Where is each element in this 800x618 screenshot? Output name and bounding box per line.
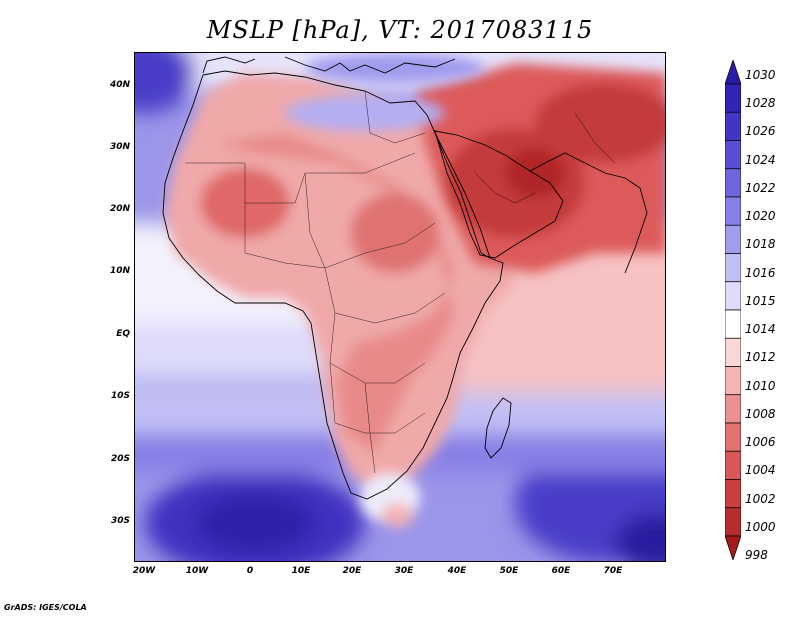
- colorbar-cell: [725, 479, 741, 509]
- colorbar-label: 1015: [745, 293, 776, 308]
- lat-label-eq: EQ: [116, 329, 130, 339]
- colorbar-cell: [725, 83, 741, 113]
- colorbar-label: 1024: [745, 152, 776, 167]
- south-africa-field: [360, 473, 420, 527]
- colorbar-cell: [725, 224, 741, 254]
- lat-label-30n: 30N: [109, 142, 130, 152]
- map-title: MSLP [hPa], VT: 2017083115: [206, 16, 594, 44]
- colorbar-label: 1014: [745, 322, 776, 337]
- colorbar-cell: [725, 196, 741, 226]
- arabia-coast: [434, 130, 564, 259]
- colorbar-label: 1008: [745, 406, 776, 421]
- africa-coast: [162, 70, 504, 500]
- colorbar-cell: [725, 253, 741, 283]
- colorbar-cell: [725, 140, 741, 170]
- lat-label-20s: 20S: [110, 454, 130, 464]
- colorbar-cell: [725, 281, 741, 311]
- colorbar-cell: [725, 111, 741, 141]
- colorbar-cell: [725, 422, 741, 452]
- asia-coast: [529, 152, 648, 274]
- colorbar-cell: [725, 309, 741, 339]
- lon-label-20w: 20W: [132, 566, 156, 576]
- colorbar-cell: [725, 507, 741, 537]
- lon-label-30e: 30E: [394, 566, 414, 576]
- colorbar-label: 1026: [745, 124, 776, 139]
- colorbar-top-arrow: [725, 60, 741, 85]
- red-sea-coast: [434, 132, 491, 259]
- colorbar-label: 1004: [745, 463, 776, 478]
- lat-label-10n: 10N: [109, 266, 130, 276]
- lon-label-40e: 40E: [447, 566, 467, 576]
- colorbar-cell: [725, 168, 741, 198]
- pressure-field-svg: [135, 53, 665, 561]
- colorbar-cell: [725, 394, 741, 424]
- colorbar: [725, 60, 741, 560]
- lon-label-60e: 60E: [551, 566, 571, 576]
- country-borders: [185, 90, 616, 474]
- colorbar-cells: [725, 60, 741, 560]
- lon-label-20e: 20E: [342, 566, 362, 576]
- lat-label-10s: 10S: [110, 391, 130, 401]
- pressure-map: [134, 52, 666, 562]
- coastlines: [162, 56, 648, 500]
- colorbar-cell: [725, 337, 741, 367]
- lon-label-70e: 70E: [603, 566, 623, 576]
- colorbar-label: 1012: [745, 350, 776, 365]
- lat-label-40n: 40N: [109, 80, 130, 90]
- colorbar-cell: [725, 366, 741, 396]
- colorbar-label: 1022: [745, 180, 776, 195]
- middle-east-low: [415, 63, 665, 273]
- colorbar-label: 1002: [745, 491, 776, 506]
- colorbar-label: 1018: [745, 237, 776, 252]
- lon-label-10w: 10W: [185, 566, 209, 576]
- colorbar-label: 1028: [745, 96, 776, 111]
- lat-label-20n: 20N: [109, 204, 130, 214]
- lon-label-10e: 10E: [291, 566, 311, 576]
- colorbar-label: 1006: [745, 435, 776, 450]
- colorbar-label: 1020: [745, 209, 776, 224]
- madagascar-coast: [484, 397, 512, 459]
- colorbar-label: 1016: [745, 265, 776, 280]
- africa-low: [165, 73, 515, 493]
- lat-label-30s: 30S: [110, 516, 130, 526]
- colorbar-label: 998: [745, 548, 768, 563]
- colorbar-label: 1010: [745, 378, 776, 393]
- lon-label-50e: 50E: [499, 566, 519, 576]
- europe-coast: [284, 56, 456, 74]
- colorbar-label: 1030: [745, 67, 776, 82]
- lon-label-0: 0: [246, 566, 254, 576]
- iberia-coast: [202, 56, 256, 74]
- colorbar-label: 1000: [745, 519, 776, 534]
- colorbar-bottom-arrow: [725, 535, 741, 560]
- colorbar-cell: [725, 450, 741, 480]
- grads-credit: GrADS: IGES/COLA: [4, 603, 87, 612]
